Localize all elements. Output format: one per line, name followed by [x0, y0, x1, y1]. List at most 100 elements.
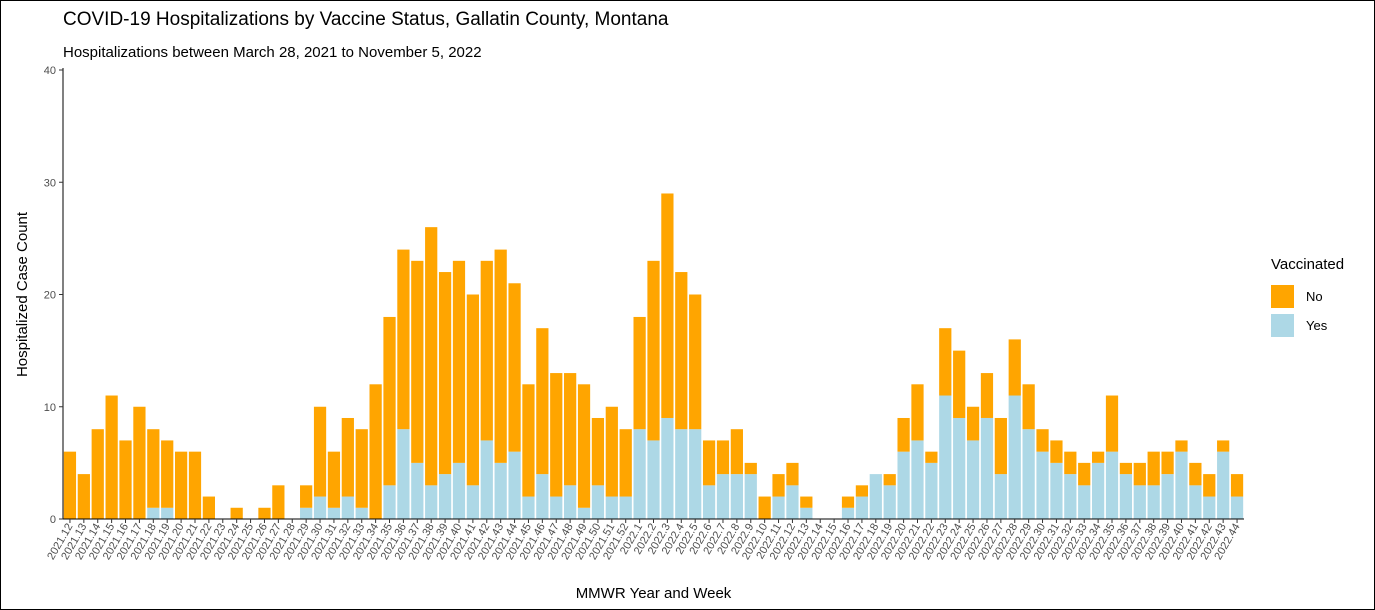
- bar-yes-2021.18: [147, 507, 160, 519]
- bar-no-2021.42: [480, 260, 493, 441]
- legend-label-yes: Yes: [1306, 318, 1328, 333]
- bar-yes-2021.52: [619, 496, 632, 519]
- bar-no-2021.50: [591, 417, 605, 486]
- bar-yes-2022.29: [1022, 429, 1035, 519]
- bar-no-2021.47: [550, 373, 563, 497]
- bar-yes-2022.25: [966, 440, 980, 519]
- axes-group: 0102030402021.122021.132021.142021.15202…: [14, 65, 1244, 602]
- bar-no-2022.16: [841, 496, 855, 508]
- bar-yes-2021.48: [564, 485, 577, 519]
- y-tick-label: 40: [44, 65, 56, 77]
- bar-no-2021.32: [341, 417, 354, 497]
- bar-no-2022.19: [883, 474, 896, 486]
- chart-title: COVID-19 Hospitalizations by Vaccine Sta…: [63, 9, 669, 30]
- bar-yes-2022.23: [939, 395, 952, 519]
- bar-yes-2021.33: [355, 507, 368, 519]
- bar-no-2021.15: [105, 395, 118, 519]
- bar-yes-2021.41: [466, 485, 479, 519]
- bar-no-2022.27: [994, 417, 1007, 475]
- bar-no-2022.24: [953, 350, 966, 418]
- x-axis-title: MMWR Year and Week: [576, 585, 732, 602]
- bar-no-2021.36: [397, 249, 410, 430]
- bar-yes-2022.7: [716, 474, 730, 519]
- bar-no-2021.24: [230, 507, 243, 519]
- bar-yes-2021.32: [341, 496, 354, 519]
- bar-yes-2022.16: [841, 507, 855, 519]
- bar-yes-2022.11: [772, 496, 785, 519]
- bar-yes-2021.45: [522, 496, 535, 519]
- bar-yes-2022.3: [661, 417, 674, 519]
- bar-yes-2022.4: [675, 429, 688, 519]
- bar-no-2021.26: [258, 507, 271, 519]
- bar-no-2022.3: [661, 193, 674, 418]
- bar-yes-2022.17: [855, 496, 869, 519]
- bar-yes-2022.33: [1078, 485, 1091, 519]
- bar-no-2022.43: [1217, 440, 1230, 452]
- bar-no-2021.33: [355, 429, 368, 508]
- bar-no-2021.20: [174, 451, 188, 519]
- legend-title: Vaccinated: [1271, 256, 1345, 273]
- bar-yes-2021.19: [161, 507, 174, 519]
- bar-yes-2022.22: [925, 462, 938, 520]
- bar-yes-2022.28: [1008, 395, 1021, 519]
- bar-no-2021.29: [300, 485, 313, 508]
- bar-yes-2021.36: [397, 429, 410, 519]
- bar-yes-2022.40: [1175, 451, 1188, 519]
- bar-yes-2021.31: [327, 507, 341, 519]
- bar-no-2022.21: [911, 384, 924, 441]
- bar-no-2022.17: [855, 485, 869, 497]
- bar-no-2021.39: [438, 272, 452, 475]
- bar-no-2022.26: [980, 373, 994, 418]
- bar-no-2022.20: [897, 417, 910, 452]
- bar-yes-2022.39: [1161, 474, 1174, 519]
- bar-yes-2022.38: [1147, 485, 1160, 519]
- bar-no-2022.9: [744, 462, 757, 475]
- bar-no-2022.7: [716, 440, 730, 475]
- bar-no-2022.11: [772, 474, 785, 497]
- bar-no-2022.34: [1092, 451, 1105, 463]
- legend-label-no: No: [1306, 289, 1323, 304]
- legend-swatch-no: [1271, 285, 1294, 308]
- bar-yes-2021.35: [383, 485, 396, 519]
- bar-yes-2022.27: [994, 474, 1007, 519]
- bar-yes-2022.13: [800, 507, 813, 519]
- bar-no-2022.37: [1133, 462, 1146, 486]
- bar-no-2022.41: [1189, 462, 1202, 486]
- bar-no-2021.19: [161, 440, 174, 508]
- bar-no-2022.22: [925, 451, 938, 463]
- bar-yes-2022.2: [647, 440, 660, 519]
- bar-yes-2021.47: [550, 496, 563, 519]
- bar-yes-2021.49: [577, 507, 591, 519]
- bar-no-2022.2: [647, 260, 660, 441]
- bar-no-2021.18: [147, 429, 160, 508]
- bar-no-2022.30: [1036, 429, 1049, 452]
- bar-no-2021.34: [369, 384, 382, 519]
- bar-no-2021.43: [494, 249, 507, 463]
- bar-yes-2022.19: [883, 485, 896, 519]
- bar-no-2022.8: [730, 429, 743, 475]
- legend-item-yes: Yes: [1271, 311, 1344, 340]
- bar-no-2022.4: [675, 272, 688, 430]
- bar-no-2021.38: [425, 227, 438, 486]
- bar-yes-2022.34: [1092, 462, 1105, 520]
- bar-no-2021.17: [133, 406, 146, 519]
- bars-group: [63, 193, 1244, 520]
- bar-yes-2022.20: [897, 451, 910, 519]
- bar-no-2021.21: [188, 451, 202, 519]
- bar-yes-2022.42: [1203, 496, 1216, 519]
- bar-no-2021.12: [63, 451, 77, 519]
- legend-swatch-yes: [1271, 314, 1294, 337]
- y-axis-title: Hospitalized Case Count: [14, 211, 31, 377]
- bar-yes-2021.39: [438, 474, 452, 519]
- legend-item-no: No: [1271, 282, 1344, 311]
- bar-yes-2022.36: [1119, 474, 1133, 519]
- y-tick-label: 20: [44, 290, 56, 302]
- bar-yes-2022.26: [980, 417, 994, 519]
- bar-no-2022.39: [1161, 451, 1174, 475]
- y-tick-label: 10: [44, 402, 56, 414]
- bar-yes-2021.44: [508, 451, 521, 519]
- bar-yes-2022.43: [1217, 451, 1230, 519]
- bar-yes-2021.38: [425, 485, 438, 519]
- bar-no-2021.51: [605, 406, 618, 497]
